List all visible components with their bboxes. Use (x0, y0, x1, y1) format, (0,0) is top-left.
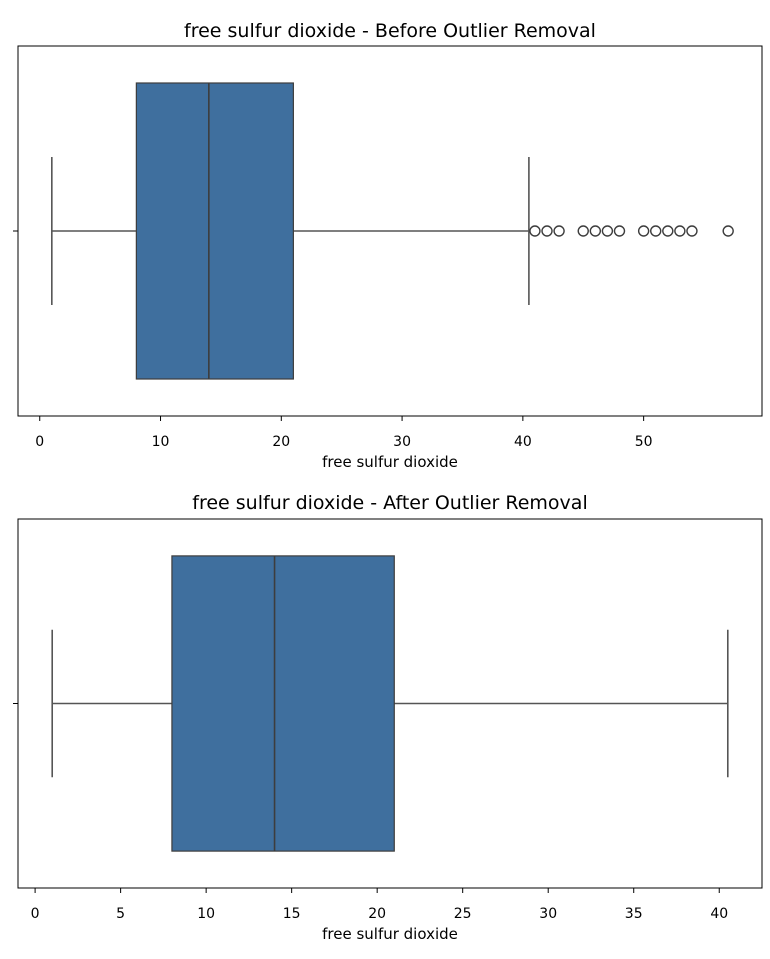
outlier-point (686, 225, 698, 237)
outlier-point (589, 225, 602, 237)
iqr-box (171, 555, 395, 852)
x-tick-label: 20 (368, 906, 386, 922)
outlier-point (613, 225, 626, 237)
outlier-point (637, 225, 650, 237)
outlier-point (577, 225, 589, 237)
x-tick-label: 40 (710, 906, 728, 922)
x-tick-label: 0 (31, 906, 40, 922)
x-tick-label: 10 (197, 906, 215, 922)
x-tick-label: 50 (635, 434, 653, 450)
x-tick-label: 35 (625, 906, 643, 922)
outlier-point (722, 225, 734, 237)
outlier-point (529, 225, 541, 237)
x-axis-label: free sulfur dioxide (322, 453, 458, 471)
outlier-point (662, 225, 674, 237)
chart-before-outlier-removal: free sulfur dioxide - Before Outlier Rem… (13, 20, 763, 471)
x-axis-label: free sulfur dioxide (322, 925, 458, 943)
x-tick-label: 30 (393, 434, 411, 450)
iqr-box (135, 82, 294, 380)
x-tick-label: 20 (272, 434, 290, 450)
outlier-point (674, 225, 686, 237)
x-tick-label: 30 (539, 906, 557, 922)
chart-title: free sulfur dioxide - Before Outlier Rem… (184, 20, 596, 42)
outlier-point (541, 225, 553, 237)
chart-after-outlier-removal: free sulfur dioxide - After Outlier Remo… (13, 492, 763, 943)
outlier-point (553, 225, 565, 237)
x-tick-label: 25 (454, 906, 472, 922)
x-tick-label: 40 (514, 434, 532, 450)
chart-title: free sulfur dioxide - After Outlier Remo… (192, 492, 587, 514)
x-tick-label: 0 (35, 434, 44, 450)
outlier-point (601, 225, 614, 237)
x-tick-label: 10 (152, 434, 170, 450)
x-tick-label: 5 (116, 906, 125, 922)
x-tick-label: 15 (283, 906, 301, 922)
outlier-point (650, 225, 662, 237)
